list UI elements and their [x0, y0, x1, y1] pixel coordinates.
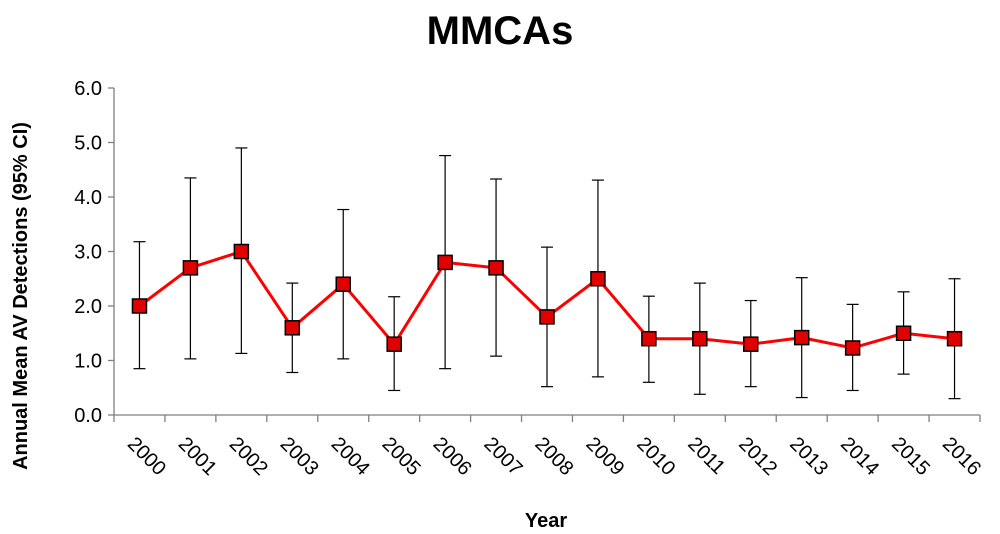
x-tick-label: 2014: [836, 433, 883, 480]
data-point: [641, 330, 657, 347]
y-tick-label: 0.0: [74, 405, 102, 427]
x-tick-label: 2010: [632, 433, 679, 480]
y-tick-label: 4.0: [74, 187, 102, 209]
data-point: [539, 309, 555, 325]
data-point: [895, 325, 912, 341]
data-point: [590, 271, 606, 287]
data-point: [793, 329, 810, 346]
y-tick-label: 5.0: [74, 133, 102, 155]
x-tick-label: 2006: [429, 433, 476, 480]
x-tick-label: 2002: [225, 433, 272, 480]
x-tick-label: 2016: [938, 433, 985, 480]
x-tick-label: 2005: [378, 433, 425, 480]
y-tick-label: 1.0: [74, 351, 102, 373]
data-point: [946, 330, 963, 347]
x-axis-title: Year: [525, 510, 567, 532]
y-ticks: 0.0 1.0 2.0 3.0 4.0 5.0 6.0: [74, 78, 114, 427]
y-tick-label: 3.0: [74, 242, 102, 264]
x-tick-label: 2009: [581, 433, 628, 480]
y-tick-label: 2.0: [74, 296, 102, 318]
x-tick-label: 2012: [734, 433, 781, 480]
y-axis-title: Annual Mean AV Detections (95% CI): [10, 122, 32, 470]
chart-title: MMCAs: [427, 9, 574, 53]
x-tick-label: 2000: [123, 433, 170, 480]
data-point: [233, 243, 250, 260]
data-point: [335, 276, 351, 292]
data-point: [488, 260, 504, 276]
data-point: [743, 336, 759, 352]
data-point: [182, 260, 199, 276]
data-point: [284, 320, 301, 336]
data-point: [386, 336, 402, 352]
data-point: [692, 330, 708, 347]
series: [131, 243, 963, 356]
data-point: [437, 254, 453, 271]
x-tick-label: 2008: [530, 433, 577, 480]
x-tick-label: 2001: [174, 433, 221, 480]
x-tick-label: 2011: [683, 433, 729, 479]
x-tick-label: 2003: [276, 433, 323, 480]
x-tick-label: 2015: [887, 433, 934, 480]
x-tick-label: 2004: [327, 433, 374, 480]
data-point: [131, 298, 148, 314]
x-tick-label: 2013: [785, 433, 832, 480]
x-tick-label: 2007: [480, 433, 527, 480]
y-tick-label: 6.0: [74, 78, 102, 100]
data-point: [844, 340, 861, 356]
x-ticks: 2000 2001 2002 2003 2004 2005 2006 2007 2008 2009…: [113, 415, 985, 480]
